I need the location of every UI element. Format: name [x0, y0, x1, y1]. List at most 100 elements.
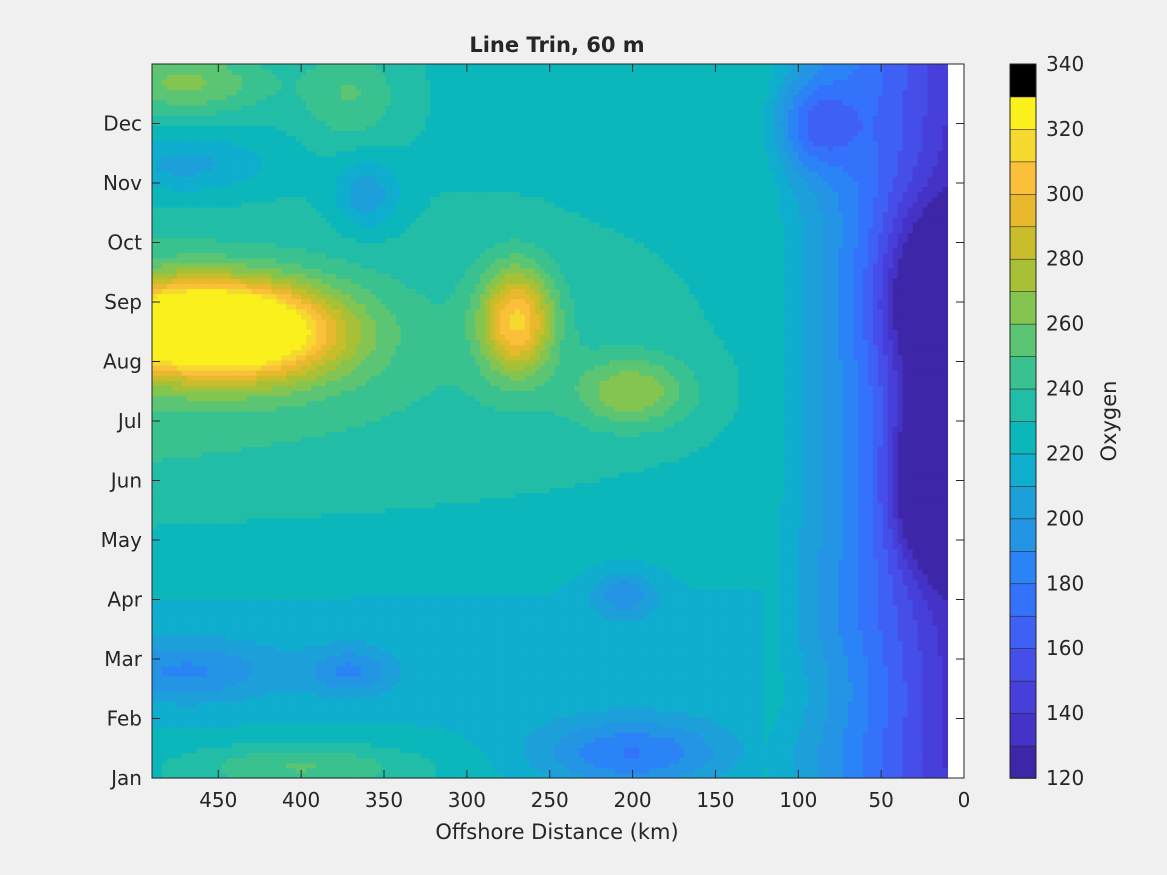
- contour-cell: [276, 747, 282, 754]
- contour-cell: [539, 721, 546, 728]
- contour-cell: [475, 645, 481, 652]
- contour-cell: [867, 732, 874, 738]
- contour-cell: [445, 752, 451, 759]
- contour-cell: [485, 772, 491, 779]
- contour-cell: [564, 640, 571, 646]
- contour-cell: [763, 701, 770, 708]
- contour-cell: [907, 747, 914, 754]
- contour-cell: [345, 737, 352, 743]
- contour-cell: [400, 665, 407, 672]
- contour-cell: [828, 635, 834, 641]
- contour-cell: [480, 706, 486, 713]
- contour-cell: [171, 619, 178, 626]
- contour-cell: [788, 686, 794, 692]
- contour-cell: [221, 676, 228, 682]
- contour-cell: [271, 670, 277, 677]
- contour-cell: [624, 686, 630, 692]
- contour-cell: [261, 676, 267, 682]
- contour-cell: [544, 660, 551, 667]
- contour-cell: [843, 665, 849, 672]
- contour-cell: [688, 732, 695, 738]
- contour-cell: [251, 681, 257, 687]
- contour-cell: [539, 645, 546, 652]
- contour-cell: [410, 625, 417, 631]
- contour-cell: [629, 742, 635, 748]
- contour-cell: [649, 645, 655, 652]
- contour-cell: [340, 706, 347, 713]
- contour-cell: [504, 711, 511, 718]
- contour-cell: [375, 727, 382, 733]
- contour-cell: [678, 681, 685, 687]
- contour-cell: [798, 630, 804, 636]
- contour-cell: [380, 762, 387, 769]
- contour-cell: [216, 640, 223, 646]
- contour-cell: [330, 732, 337, 738]
- contour-cell: [500, 676, 506, 682]
- contour-cell: [609, 752, 615, 759]
- contour-cell: [843, 732, 849, 738]
- contour-cell: [823, 767, 829, 774]
- contour-cell: [171, 691, 178, 697]
- contour-cell: [937, 701, 944, 708]
- contour-cell: [554, 696, 561, 703]
- contour-cell: [892, 635, 899, 641]
- contour-cell: [435, 630, 441, 636]
- contour-cell: [365, 625, 372, 631]
- contour-cell: [256, 650, 262, 657]
- contour-cell: [768, 747, 775, 754]
- contour-cell: [271, 650, 277, 657]
- contour-cell: [430, 711, 436, 718]
- contour-cell: [688, 737, 695, 743]
- contour-cell: [877, 752, 884, 759]
- contour-cell: [549, 650, 556, 657]
- contour-cell: [932, 670, 939, 677]
- contour-cell: [509, 737, 516, 743]
- contour-cell: [733, 691, 740, 697]
- contour-cell: [808, 686, 814, 692]
- contour-cell: [609, 767, 615, 774]
- contour-cell: [266, 742, 272, 748]
- contour-cell: [654, 762, 660, 769]
- contour-cell: [674, 686, 680, 692]
- contour-cell: [345, 655, 352, 662]
- contour-cell: [778, 727, 784, 733]
- contour-cell: [330, 655, 337, 662]
- contour-cell: [549, 625, 556, 631]
- contour-cell: [186, 772, 193, 779]
- contour-cell: [584, 727, 591, 733]
- contour-cell: [678, 619, 685, 626]
- contour-cell: [475, 737, 481, 743]
- contour-cell: [241, 711, 248, 718]
- contour-cell: [395, 635, 402, 641]
- contour-cell: [301, 747, 307, 754]
- contour-cell: [390, 670, 397, 677]
- contour-cell: [733, 752, 740, 759]
- contour-cell: [798, 681, 804, 687]
- contour-cell: [335, 655, 342, 662]
- contour-cell: [932, 727, 939, 733]
- contour-cell: [455, 752, 461, 759]
- contour-cell: [818, 619, 824, 626]
- contour-cell: [818, 747, 824, 754]
- contour-cell: [569, 737, 576, 743]
- contour-cell: [286, 762, 292, 769]
- contour-cell: [609, 742, 615, 748]
- contour-cell: [713, 752, 720, 759]
- contour-cell: [196, 650, 203, 657]
- contour-cell: [644, 665, 650, 672]
- contour-cell: [619, 686, 625, 692]
- contour-cell: [683, 686, 690, 692]
- contour-cell: [395, 706, 402, 713]
- contour-cell: [201, 650, 208, 657]
- contour-cell: [211, 696, 218, 703]
- contour-cell: [629, 716, 635, 723]
- contour-cell: [544, 732, 551, 738]
- contour-cell: [634, 696, 640, 703]
- contour-cell: [519, 625, 526, 631]
- contour-cell: [857, 655, 864, 662]
- contour-cell: [534, 701, 541, 708]
- contour-cell: [579, 676, 586, 682]
- contour-cell: [539, 747, 546, 754]
- contour-cell: [261, 711, 267, 718]
- contour-cell: [843, 686, 849, 692]
